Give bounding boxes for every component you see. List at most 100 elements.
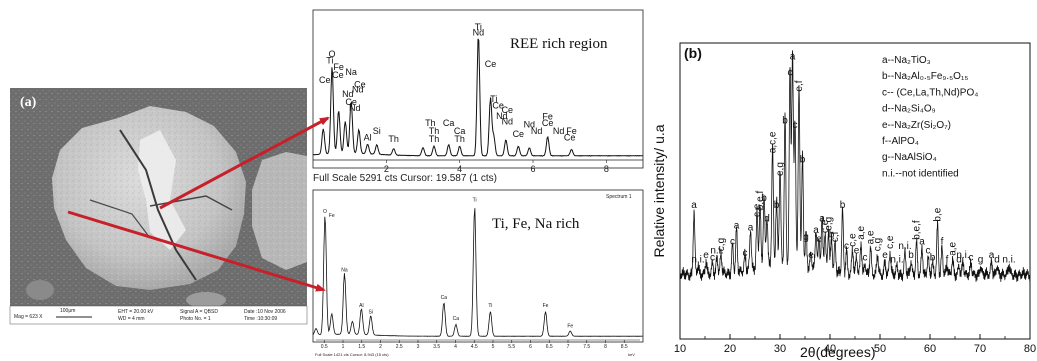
- sem-micrograph: (a) Mag = 623 X 100μm EHT = 20.00 kV WD …: [9, 88, 308, 325]
- xrd-peak-label: f: [946, 255, 949, 266]
- spectrum-bottom-x-tick-label: 7: [567, 344, 570, 350]
- xrd-peak-label: b: [829, 230, 835, 241]
- xrd-peak-label: b,e: [933, 207, 944, 221]
- xrd-x-tick-label: 50: [874, 343, 886, 355]
- spectrum-trace-top: [312, 38, 643, 157]
- spectrum-top-peak-label: O: [329, 49, 336, 59]
- xrd-peak-label: c,e: [885, 235, 896, 249]
- spectrum-top-peak-label: Nd: [531, 126, 543, 136]
- xrd-peak-label: g: [978, 255, 984, 266]
- spectrum-bottom-x-tick-label: 0.5: [321, 344, 328, 350]
- sem-eht: EHT = 20.00 kV: [118, 309, 154, 315]
- xrd-peak-label: e: [816, 234, 822, 245]
- xrd-peak-label: a: [919, 236, 925, 247]
- spectrum-top-peak-label: Nd: [524, 120, 536, 130]
- xrd-legend-entry: e--Na₂Zr(Si₂O₇): [882, 120, 951, 131]
- spectrum-bottom-peak-label: Fe: [567, 324, 573, 330]
- xrd-peak-label: a: [748, 223, 754, 234]
- spectrum-bottom-peak-label: Fe: [329, 213, 335, 219]
- arrow-to-ree-spectrum: [159, 116, 330, 210]
- spectrum-bottom-x-tick-label: 5.5: [508, 344, 515, 350]
- spectrum-top-peak-label: Ce: [345, 97, 357, 107]
- xrd-peak-label: a,e: [948, 241, 959, 255]
- xrd-peak-label: c,e: [820, 219, 831, 233]
- xrd-peak-label: b: [908, 250, 914, 261]
- spectrum-bottom-x-tick-label: 3.5: [433, 344, 440, 350]
- xrd-peak-label: b,e,f: [755, 191, 766, 211]
- spectrum-top-peak-label: Th: [388, 134, 399, 144]
- spectrum-bottom-x-tick-label: 6.5: [546, 344, 553, 350]
- xrd-peak-label: c,g: [716, 238, 727, 251]
- sem-wd: WD = 4 mm: [118, 316, 145, 322]
- xrd-peak-label: c: [710, 252, 715, 263]
- xrd-legend-entry: c-- (Ce,La,Th,Nd)PO₄: [882, 87, 978, 98]
- spectrum-top-x-tick-label: 4: [457, 164, 462, 174]
- xrd-peak-label: d: [956, 255, 962, 266]
- eds-spectrum-tife: Spectrum 1 0.5 1 1.5 2 2.5 3 3.5 4 4.5 5 5.5 6 6.5 7 7…: [312, 189, 644, 357]
- spectrum-top-peak-label: Ti: [326, 56, 333, 66]
- sem-photo: Photo No. = 1: [180, 316, 211, 322]
- spectrum-top-peak-label: Ce: [502, 105, 514, 115]
- spectrum-bottom-x-tick-label: 8.5: [621, 344, 628, 350]
- xrd-x-axis-label: 2θ(degrees): [800, 344, 876, 360]
- xrd-peak-label: n.i.: [1002, 255, 1015, 266]
- xrd-peak-label: c: [926, 246, 931, 257]
- xrd-peak-label: g: [803, 232, 809, 243]
- spectrum-top-peak-label: Th: [425, 118, 436, 128]
- xrd-x-tick-label: 70: [974, 343, 986, 355]
- spectrum-bottom-peak-label: Si: [369, 309, 373, 315]
- xrd-peak-label: a: [813, 225, 819, 236]
- xrd-peak-label: c: [863, 252, 868, 263]
- xrd-x-tick-label: 30: [774, 343, 786, 355]
- spectrum-bottom-x-tick-label: 4.5: [471, 344, 478, 350]
- xrd-peak-label: c: [793, 120, 798, 131]
- spectrum-top-peak-label: Ce: [354, 80, 366, 90]
- spectrum-top-peak-label: Ce: [564, 132, 576, 142]
- xrd-peak-label: e,g: [775, 162, 786, 176]
- sem-scale-label: 100μm: [60, 308, 75, 314]
- xrd-panel-label: (b): [684, 45, 702, 61]
- xrd-peak-label: a,e: [866, 230, 877, 244]
- spectrum-top-peak-label: Nd: [502, 116, 514, 126]
- spectrum-top-peak-label: Ce: [542, 118, 554, 128]
- spectrum-top-peak-label: Th: [429, 126, 440, 136]
- spectrum-top-peak-label: Nd: [496, 111, 508, 121]
- xrd-plot-frame: [679, 42, 1031, 340]
- spectrum-bottom-peak-label: Al: [359, 303, 363, 309]
- xrd-chart: 10 20 30 40 50 60 70 80 an.i.e cn.i.c,g cacac,eb,…: [651, 42, 1036, 360]
- spectrum-trace-bottom: [312, 208, 643, 337]
- spectrum-top-peak-label: Nd: [342, 89, 354, 99]
- spectrum-top-peak-label: Fe: [542, 112, 553, 122]
- spectrum-top-peak-label: Ca: [443, 118, 455, 128]
- xrd-peak-label: c,e: [752, 203, 763, 217]
- spectrum-bottom-x-tick-label: 7.5: [583, 344, 590, 350]
- sem-time: Time :10:30:09: [244, 316, 277, 322]
- xrd-peak-label: b: [774, 200, 780, 211]
- spectrum-bottom-unit: keV: [628, 352, 635, 357]
- xrd-peak-label: n.i.: [898, 241, 911, 252]
- xrd-legend-entry: n.i.--not identified: [882, 168, 959, 179]
- sem-mag: Mag = 623 X: [14, 314, 43, 320]
- xrd-legend-entry: a--Na₂TiO₃: [882, 55, 931, 66]
- spectrum-top-x-tick-label: 2: [384, 164, 389, 174]
- xrd-legend-entry: b--Na₂Al₀.₅Fe₉.₅O₁₅: [882, 71, 968, 82]
- xrd-peak-label: f: [941, 236, 944, 247]
- spectrum-bottom-title: Ti, Fe, Na rich: [492, 216, 580, 232]
- xrd-peak-label: a: [819, 214, 825, 225]
- spectrum-bottom-peak-label: O: [323, 209, 327, 215]
- bright-region: [138, 130, 186, 250]
- spectrum-top-peak-label: Si: [373, 126, 381, 136]
- spectrum-top-peak-label: Na: [345, 67, 357, 77]
- xrd-peak-label: n.i.: [691, 255, 704, 266]
- xrd-peak-label: b: [761, 193, 767, 204]
- xrd-peak-label: b: [782, 116, 788, 127]
- spectrum-top-peak-label: Ce: [332, 70, 344, 80]
- spectrum-top-peak-label: Ca: [454, 126, 466, 136]
- xrd-peak-label: a: [734, 220, 740, 231]
- spectrum-top-peak-label: Nd: [349, 103, 361, 113]
- sem-panel-label: (a): [20, 95, 37, 110]
- xrd-x-tick-label: 10: [674, 343, 686, 355]
- xrd-peak-label: c: [788, 68, 793, 79]
